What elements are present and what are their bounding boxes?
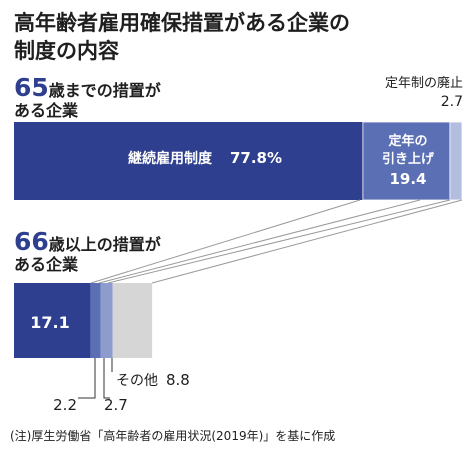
bar1-segment2-name-line2: 引き上げ: [382, 151, 435, 167]
bar2-label-line2: ある企業: [14, 255, 79, 274]
connector-line-inner1: [98, 199, 421, 284]
bar2-segment-other: [112, 283, 153, 358]
source-note: (注)厚生労働省「高年齢者の雇用状況(2019年)」を基に作成: [10, 428, 335, 443]
bar2-label-line1: 66歳以上の措置が: [14, 227, 161, 256]
bar2-segment3-value: 8.8: [166, 371, 190, 389]
bar2-label-text: 歳以上の措置が: [49, 235, 161, 254]
bar2-segment2-small-value: 2.7: [104, 396, 128, 414]
chart-title-line2: 制度の内容: [14, 39, 119, 63]
bar1-label-text: 歳までの措置が: [49, 81, 161, 100]
bar2-segment1-value: 17.1: [30, 313, 69, 332]
chart-title-line1: 高年齢者雇用確保措置がある企業の: [14, 11, 350, 35]
bar2-label-number: 66: [14, 227, 49, 256]
connector-line-inner2: [107, 199, 451, 284]
bar1-segment1-label: 継続雇用制度 77.8%: [128, 149, 282, 167]
connector-line-right: [151, 199, 463, 284]
bar2-segment-2: [90, 283, 101, 358]
bar2-segment3-name: その他: [116, 373, 158, 389]
bar1-segment2-value: 19.4: [389, 170, 426, 188]
leader-line-2-2: [78, 358, 96, 399]
bar2-group: [14, 283, 153, 358]
bar1-segment3-name: 定年制の廃止: [385, 75, 463, 91]
bar1-segment1-value: 77.8%: [230, 149, 282, 167]
bar1-segment3-value: 2.7: [441, 94, 463, 110]
bar1-segment-raised-retirement-age: [362, 121, 451, 201]
bar1-label-line2: ある企業: [14, 101, 79, 120]
leader-line-2-7: [103, 358, 110, 399]
bar2-segment1-small-value: 2.2: [53, 396, 77, 414]
bar1-segment-abolished-retirement: [449, 121, 463, 201]
bar2-segment-3: [100, 283, 113, 358]
bar1-segment2-name-line1: 定年の: [387, 133, 427, 149]
bar1-group: [14, 121, 463, 201]
bar1-segment1-name: 継続雇用制度: [128, 150, 213, 167]
connector-line-left: [90, 199, 361, 284]
bar1-label-line1: 65歳までの措置が: [14, 73, 161, 102]
bar1-label-number: 65: [14, 73, 49, 102]
bar2-segment-1: [14, 283, 91, 358]
bar1-segment-continued-employment: [14, 122, 363, 200]
